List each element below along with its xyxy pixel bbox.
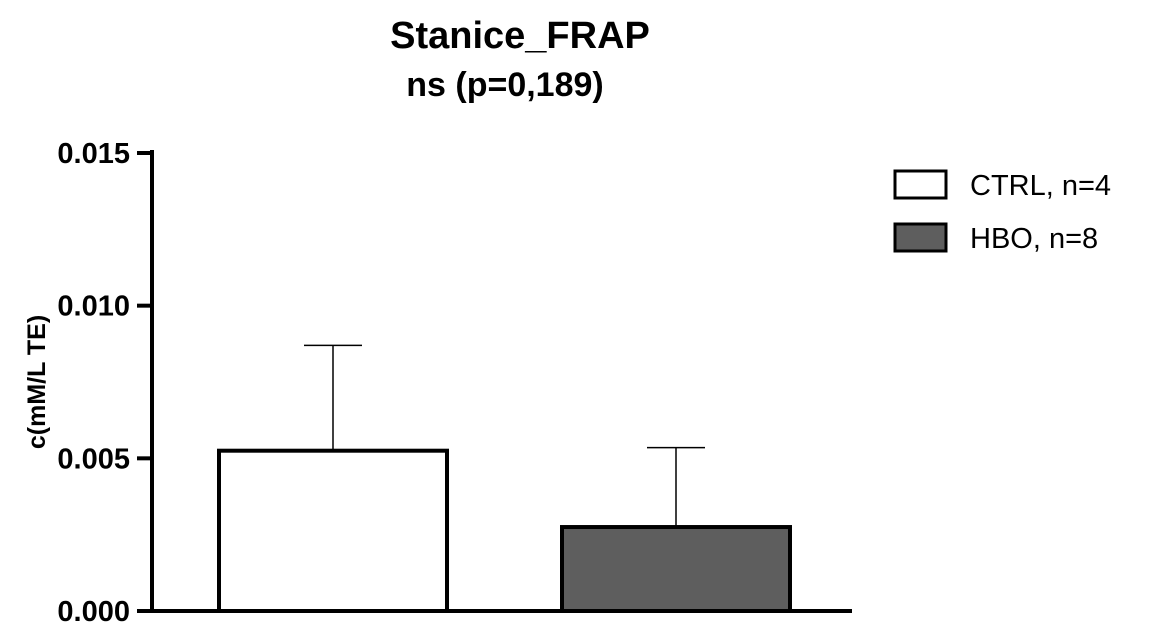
bar-hbo [560,525,792,613]
y-axis-ticks: 0.000 0.005 0.010 0.015 [57,138,152,623]
error-bars [304,344,705,528]
legend: CTRL, n=4 HBO, n=8 [893,169,1111,255]
chart-subtitle: ns (p=0,189) [406,66,603,104]
y-tick-label: 0.010 [57,291,130,323]
y-tick-label: 0.000 [57,596,130,623]
bar-ctrl [217,448,449,614]
y-tick-label: 0.005 [57,443,130,475]
legend-label-hbo: HBO, n=8 [970,223,1098,255]
chart-title: Stanice_FRAP [390,15,650,57]
legend-swatch-hbo [893,222,948,253]
legend-label-ctrl: CTRL, n=4 [970,170,1111,202]
legend-swatch-ctrl [893,169,948,200]
y-tick-label: 0.015 [57,138,130,170]
axes [150,150,852,613]
bars [217,448,792,614]
y-axis-label: c(mM/L TE) [23,315,51,449]
